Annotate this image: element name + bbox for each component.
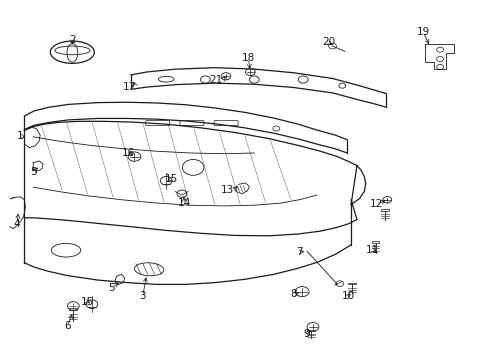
Text: 6: 6 xyxy=(64,321,71,331)
Text: 11: 11 xyxy=(365,245,379,255)
Text: 4: 4 xyxy=(14,219,20,229)
Text: 5: 5 xyxy=(108,283,115,293)
FancyBboxPatch shape xyxy=(371,241,379,243)
Text: 13: 13 xyxy=(220,185,233,195)
Text: 12: 12 xyxy=(369,199,383,210)
FancyBboxPatch shape xyxy=(381,209,388,211)
Text: 15: 15 xyxy=(80,297,94,307)
Text: 19: 19 xyxy=(415,27,429,37)
Text: 2: 2 xyxy=(69,35,76,45)
Text: 5: 5 xyxy=(30,167,37,177)
Text: 9: 9 xyxy=(303,329,310,339)
Text: 15: 15 xyxy=(164,174,178,184)
Text: 8: 8 xyxy=(289,289,296,299)
Text: 21: 21 xyxy=(209,75,222,85)
Text: 7: 7 xyxy=(295,247,302,257)
Text: 14: 14 xyxy=(178,198,191,208)
Text: 10: 10 xyxy=(341,291,354,301)
Text: 16: 16 xyxy=(121,148,135,158)
FancyBboxPatch shape xyxy=(306,330,314,331)
Text: 18: 18 xyxy=(241,53,255,63)
FancyBboxPatch shape xyxy=(69,309,77,310)
Text: 20: 20 xyxy=(322,37,334,48)
Text: 1: 1 xyxy=(17,131,24,141)
FancyBboxPatch shape xyxy=(347,283,355,284)
Text: 17: 17 xyxy=(122,82,136,92)
Text: 3: 3 xyxy=(139,291,146,301)
